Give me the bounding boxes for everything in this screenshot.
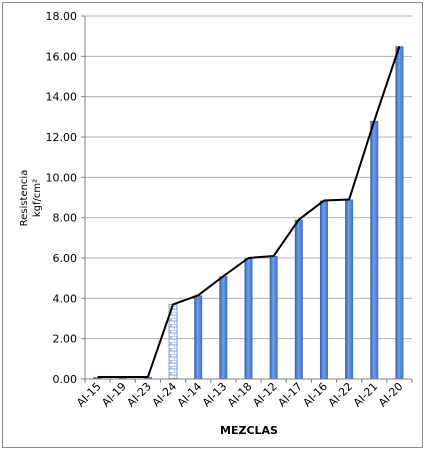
bar-ai-17 bbox=[294, 219, 303, 379]
x-tick-label: AI-14 bbox=[175, 380, 205, 410]
x-tick-label: AI-13 bbox=[200, 380, 230, 410]
x-tick-label: AI-21 bbox=[351, 380, 381, 410]
x-tick-label: AI-24 bbox=[150, 380, 180, 410]
x-tick-label: AI-19 bbox=[99, 380, 129, 410]
bar-ai-15 bbox=[93, 376, 102, 379]
bar-ai-23 bbox=[143, 376, 152, 379]
y-tick-label: 14.00 bbox=[46, 91, 78, 104]
y-axis-title-line1: Resistencia bbox=[19, 170, 30, 227]
y-tick-label: 12.00 bbox=[46, 131, 78, 144]
bar-ai-22 bbox=[345, 199, 354, 379]
x-tick-label: AI-18 bbox=[225, 380, 255, 410]
y-tick-label: 10.00 bbox=[46, 171, 78, 184]
x-tick-label: AI-20 bbox=[376, 380, 406, 410]
x-tick-label: AI-12 bbox=[250, 380, 280, 410]
bar-ai-20 bbox=[395, 46, 404, 379]
y-tick-label: 4.00 bbox=[53, 292, 78, 305]
bar-ai-13 bbox=[219, 276, 228, 379]
bar-ai-12 bbox=[269, 255, 278, 379]
y-tick-label: 8.00 bbox=[53, 212, 78, 225]
bar-ai-19 bbox=[118, 376, 127, 379]
x-tick-label: AI-23 bbox=[124, 380, 154, 410]
y-tick-label: 18.00 bbox=[46, 10, 78, 23]
bar-ai-16 bbox=[319, 200, 328, 379]
trend-line bbox=[97, 45, 401, 378]
x-tick-label: AI-15 bbox=[74, 380, 104, 410]
x-tick-label: AI-17 bbox=[275, 380, 305, 410]
y-axis-title-line2: kgf/cm² bbox=[32, 179, 43, 217]
bar-ai-18 bbox=[244, 258, 253, 379]
y-tick-label: 16.00 bbox=[46, 50, 78, 63]
bar-ai-14 bbox=[194, 295, 203, 379]
x-tick-label: AI-16 bbox=[301, 380, 331, 410]
y-tick-label: 6.00 bbox=[53, 252, 78, 265]
x-axis-title: MEZCLAS bbox=[220, 424, 278, 437]
x-tick-label: AI-22 bbox=[326, 380, 356, 410]
y-tick-label: 2.00 bbox=[53, 333, 78, 346]
bar-ai-21 bbox=[370, 120, 379, 379]
bar-ai-24 bbox=[168, 303, 178, 380]
y-tick-label: 0.00 bbox=[53, 373, 78, 386]
